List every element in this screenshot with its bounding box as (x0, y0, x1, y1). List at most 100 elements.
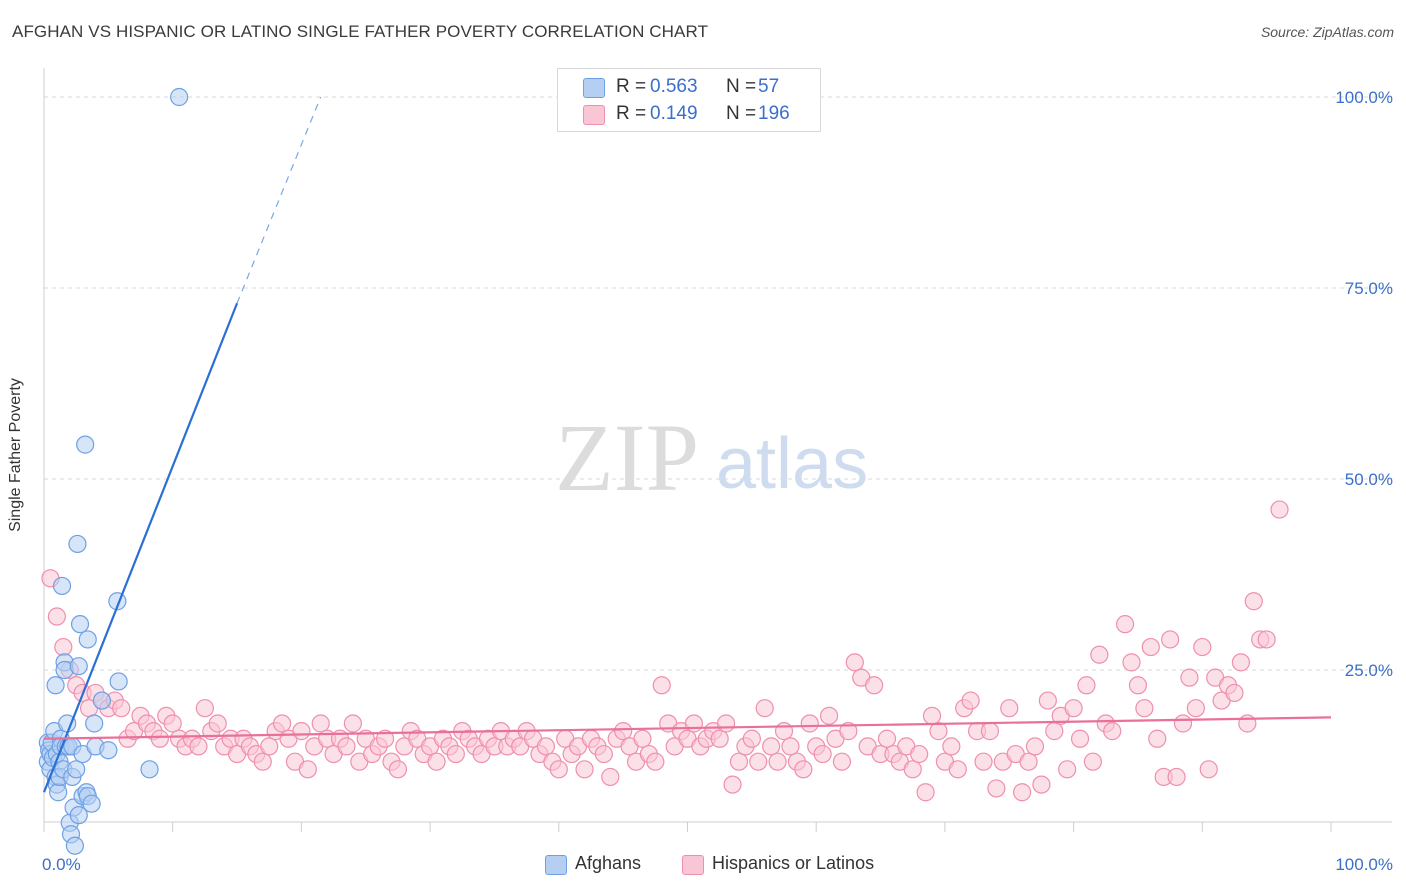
hispanics-point (549, 760, 568, 779)
hispanics-point (1115, 615, 1135, 634)
bottom-legend-swatch-hispanics (682, 855, 704, 875)
hispanics-point (980, 722, 1000, 741)
hispanics-point (446, 744, 465, 764)
afghans-point (69, 806, 88, 825)
afghans-point (109, 672, 128, 691)
watermark-zip: ZIP (555, 404, 699, 511)
hispanics-point (877, 729, 897, 748)
hispanics-point (1070, 729, 1090, 748)
hispanics-point (272, 714, 292, 733)
afghans-point (70, 615, 90, 634)
hispanics-point (1180, 668, 1199, 687)
hispanics-trend-line (43, 716, 1332, 740)
hispanics-point (1045, 722, 1064, 741)
hispanics-point (1257, 630, 1276, 649)
hispanics-point (1058, 760, 1077, 779)
trend-lines (42, 96, 1332, 793)
hispanics-point (839, 722, 858, 741)
afghans-point (92, 691, 112, 710)
legend-swatch-afghans (583, 78, 605, 98)
hispanics-point (1038, 691, 1057, 710)
hispanics-point (813, 744, 832, 764)
hispanics-point (1161, 630, 1180, 649)
hispanics-point (916, 783, 935, 802)
hispanics-point (253, 752, 272, 771)
afghans-point (76, 435, 95, 454)
hispanics-point (1064, 699, 1083, 718)
y-tick-label: 50.0% (1345, 470, 1393, 489)
legend-r-value-afghans: 0.563 (650, 76, 698, 97)
afghans-point (78, 630, 97, 649)
hispanics-point (723, 775, 742, 794)
hispanics-point (1270, 500, 1289, 519)
bottom-legend-label-hispanics: Hispanics or Latinos (712, 853, 875, 873)
legend-swatch-hispanics (583, 105, 605, 125)
legend-n-label: N = (726, 76, 757, 97)
afghans-point (52, 576, 72, 596)
hispanics-point (1025, 737, 1045, 756)
hispanics-point (1019, 752, 1038, 771)
afghans-point (67, 760, 86, 779)
hispanics-point (794, 760, 813, 779)
hispanics-point (601, 767, 620, 787)
afghans-point (140, 760, 159, 779)
hispanics-point (1193, 637, 1212, 657)
hispanics-point (163, 714, 182, 733)
afghans-point (69, 657, 88, 676)
hispanics-point (710, 729, 729, 748)
hispanics-point (112, 699, 131, 718)
hispanics-point (1103, 722, 1122, 741)
hispanics-point (1148, 729, 1167, 748)
hispanics-point (1167, 767, 1186, 787)
hispanics-point (974, 752, 993, 771)
hispanics-point (1135, 699, 1154, 718)
hispanics-point (1128, 676, 1148, 695)
hispanics-point (819, 706, 839, 725)
hispanics-point (536, 737, 556, 756)
x-tick-label: 0.0% (42, 855, 81, 874)
series-hispanics-points (41, 500, 1289, 802)
hispanics-point (1173, 714, 1193, 733)
bottom-legend: Afghans Hispanics or Latinos (0, 853, 1406, 877)
hispanics-point (717, 714, 736, 733)
afghans-trend-extension (236, 96, 322, 304)
hispanics-point (652, 676, 671, 695)
hispanics-point (54, 637, 73, 657)
hispanics-point (961, 691, 980, 710)
chart-title: AFGHAN VS HISPANIC OR LATINO SINGLE FATH… (12, 22, 709, 41)
afghans-point (65, 836, 84, 855)
hispanics-point (1013, 783, 1032, 802)
legend-row-afghans: R = 0.563 N = 57 (558, 74, 820, 100)
hispanics-point (1122, 653, 1141, 672)
hispanics-point (781, 737, 800, 756)
hispanics-point (575, 760, 594, 779)
hispanics-point (1141, 637, 1160, 657)
legend-n-value-afghans: 57 (758, 76, 780, 97)
hispanics-point (1083, 752, 1103, 771)
hispanics-point (832, 752, 852, 771)
legend-r-label: R = (616, 103, 647, 124)
hispanics-point (260, 737, 279, 756)
hispanics-point (388, 760, 408, 779)
hispanics-point (337, 737, 356, 756)
hispanics-point (929, 722, 948, 741)
hispanics-point (1199, 760, 1218, 779)
afghans-point (82, 794, 101, 813)
hispanics-point (614, 722, 633, 741)
watermark-atlas: atlas (716, 424, 868, 504)
hispanics-point (633, 729, 652, 748)
hispanics-point (948, 760, 967, 779)
y-tick-label: 100.0% (1335, 88, 1393, 107)
hispanics-point (150, 729, 169, 748)
bottom-legend-label-afghans: Afghans (575, 853, 642, 873)
afghans-point (85, 714, 104, 733)
legend-n-label: N = (726, 103, 757, 124)
hispanics-point (189, 737, 208, 756)
hispanics-point (1090, 645, 1109, 664)
hispanics-point (1225, 683, 1244, 703)
gridlines (44, 96, 1392, 671)
y-tick-label: 25.0% (1345, 661, 1393, 680)
hispanics-point (47, 607, 66, 626)
afghans-point (68, 534, 87, 554)
